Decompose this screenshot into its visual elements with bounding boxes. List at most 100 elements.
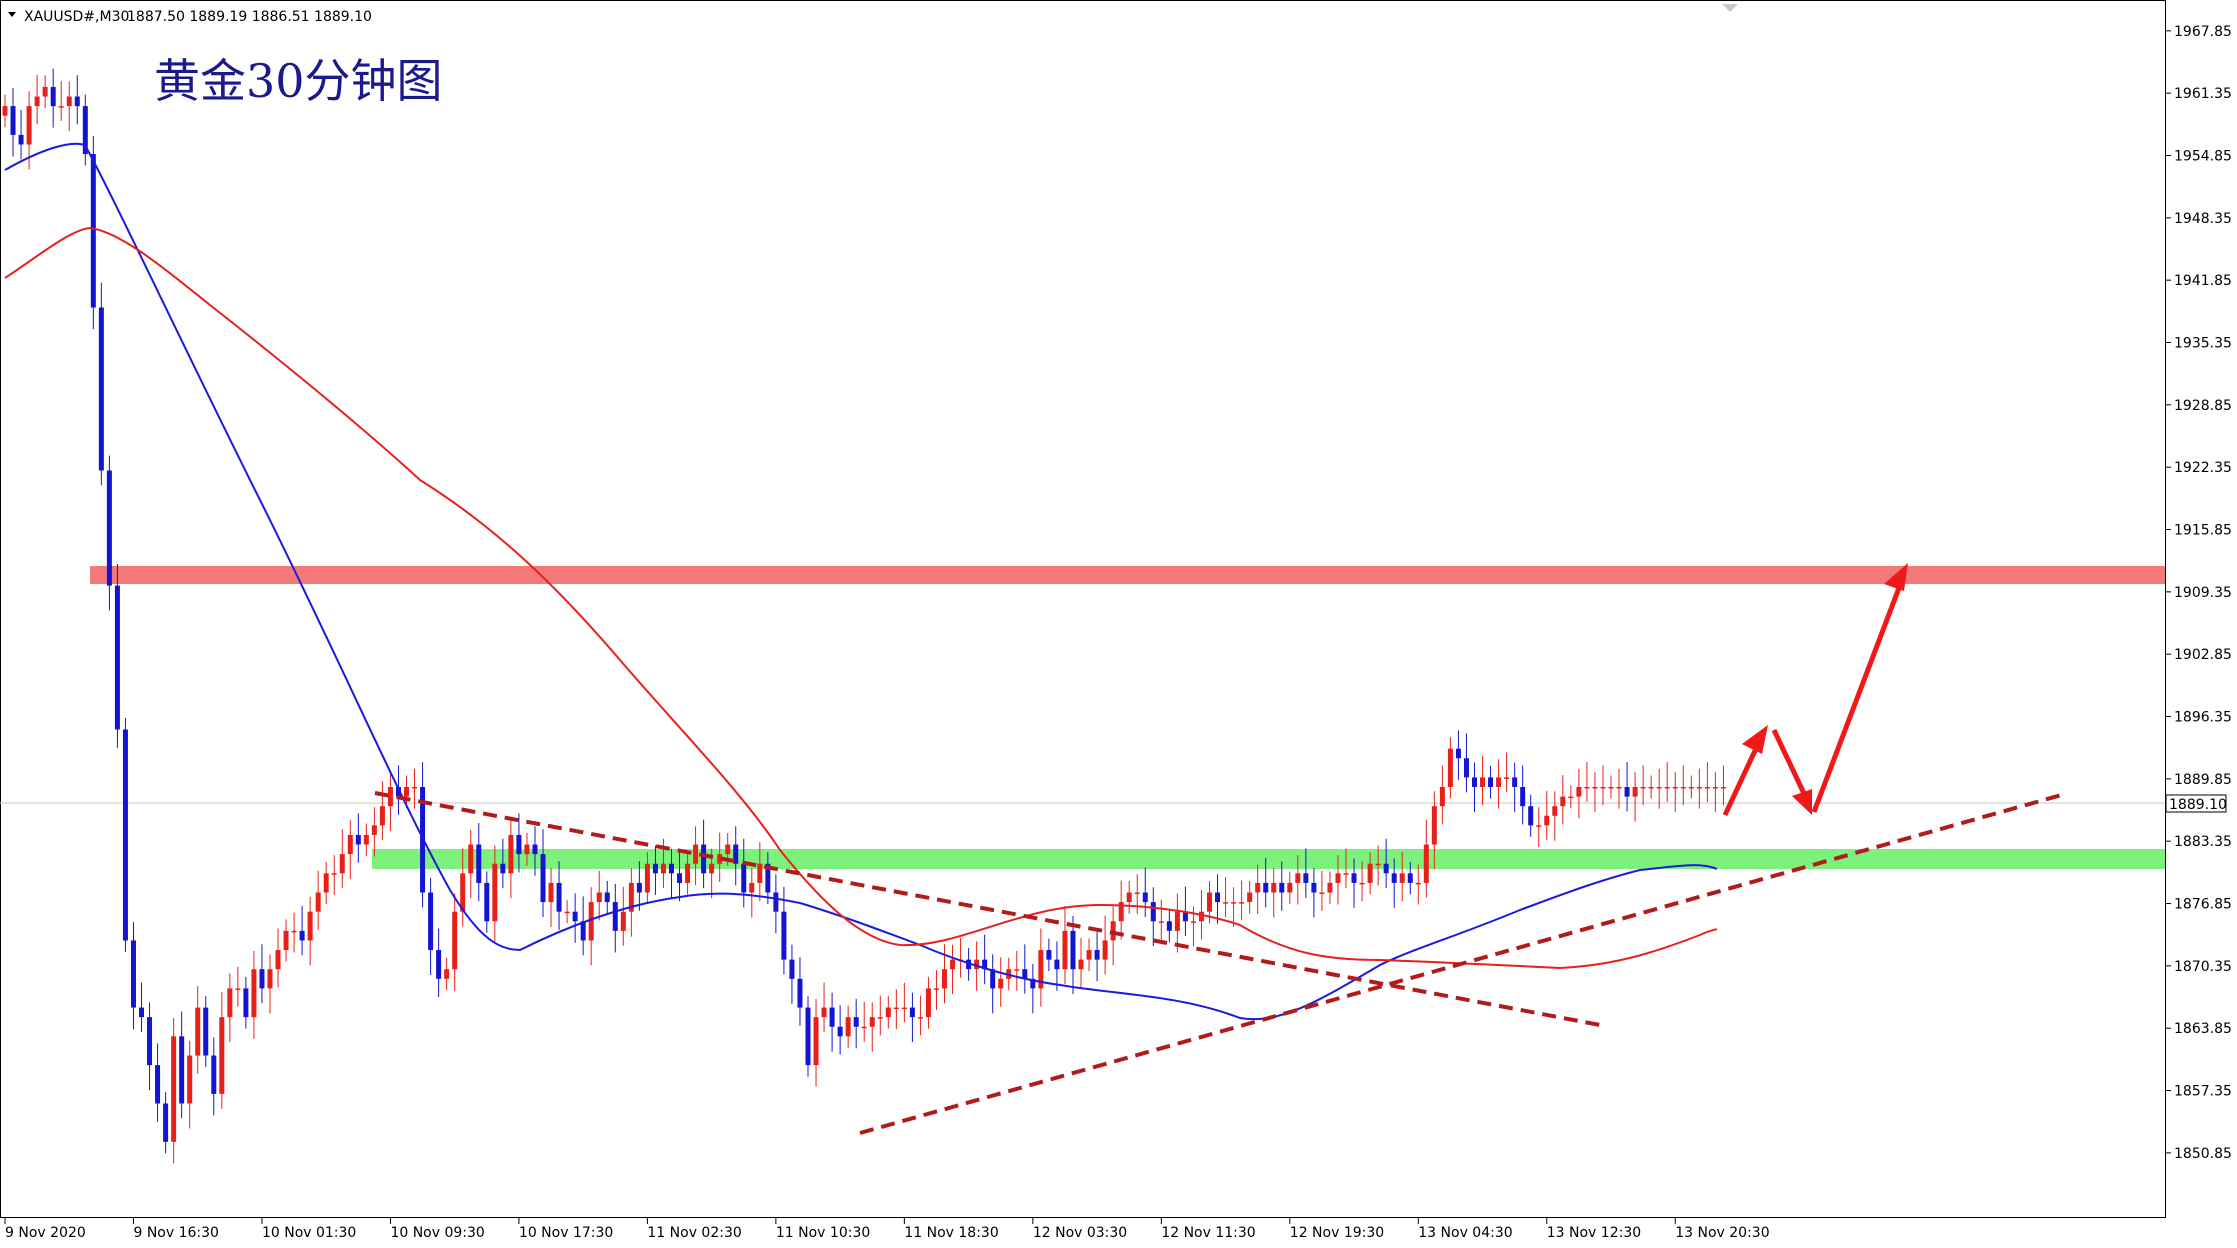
candle <box>717 832 723 882</box>
candle <box>1520 765 1526 825</box>
time-tick-label: 12 Nov 19:30 <box>1290 1225 1384 1241</box>
candle-body <box>323 873 329 893</box>
candle-body <box>733 844 739 864</box>
candle <box>1696 768 1702 809</box>
candle-body <box>291 930 297 933</box>
candle-body <box>628 882 634 912</box>
candle-body <box>1648 787 1654 789</box>
candle-body <box>524 844 530 855</box>
candle <box>347 820 353 880</box>
candle-body <box>668 863 674 874</box>
candle <box>596 870 602 921</box>
candle <box>821 982 827 1033</box>
candle-body <box>195 1007 201 1056</box>
candle <box>1704 762 1710 802</box>
candle-body <box>1343 873 1349 875</box>
candle <box>685 852 691 895</box>
candle <box>1335 855 1341 905</box>
candle-body <box>1664 787 1670 789</box>
candle-body <box>227 988 233 1018</box>
candle <box>1656 768 1662 809</box>
price-tick-label: 1909.35 <box>2174 585 2232 601</box>
chart-annotation-title: 黄金30分钟图 <box>154 54 443 108</box>
candle-body <box>693 844 699 864</box>
candle <box>1231 887 1237 928</box>
candle <box>460 848 466 927</box>
candle-body <box>757 863 763 883</box>
ohlc-values: 1887.50 1889.19 1886.51 1889.10 <box>127 9 372 25</box>
candle <box>1126 880 1132 914</box>
candle-body <box>548 882 554 903</box>
candle-body <box>1431 806 1437 845</box>
price-tick-label: 1857.35 <box>2174 1084 2232 1100</box>
candle <box>1142 867 1148 917</box>
candle <box>1600 765 1606 806</box>
candle <box>1584 762 1590 802</box>
candle-body <box>982 959 988 970</box>
candle-body <box>1271 882 1277 893</box>
candle-body <box>171 1036 177 1142</box>
candle <box>275 928 281 988</box>
candle <box>452 893 458 991</box>
candle <box>371 807 377 857</box>
candle-body <box>1447 748 1453 788</box>
candle <box>1576 768 1582 819</box>
candle <box>1712 772 1718 812</box>
candle <box>909 992 915 1043</box>
candle <box>877 995 883 1036</box>
candle-body <box>717 854 723 864</box>
candle <box>1239 880 1245 921</box>
candle <box>1471 762 1477 812</box>
candle-body <box>1512 777 1518 788</box>
candle-body <box>837 1026 843 1037</box>
candle-body <box>1608 787 1614 789</box>
candle-body <box>532 844 538 855</box>
collapse-triangle-icon[interactable] <box>8 12 16 17</box>
candle-body <box>877 1017 883 1019</box>
candle-body <box>508 834 514 874</box>
candle <box>588 887 594 966</box>
candle-body <box>387 787 393 807</box>
price-tick-label: 1967.85 <box>2174 24 2232 40</box>
candle-body <box>468 844 474 874</box>
candle <box>1287 871 1293 905</box>
candle <box>147 1002 153 1091</box>
candle-body <box>861 1026 867 1029</box>
candle-body <box>1070 930 1076 970</box>
candle-body <box>187 1055 193 1104</box>
candle <box>1480 755 1486 806</box>
candle-body <box>82 106 88 155</box>
candle <box>1118 880 1124 940</box>
candle-body <box>749 882 755 893</box>
candle <box>933 970 939 1010</box>
candle-body <box>805 1007 811 1066</box>
candle <box>1552 791 1558 841</box>
candle <box>50 68 56 128</box>
candle <box>733 826 739 886</box>
candle-body <box>572 911 578 922</box>
candlestick-series <box>2 68 1726 1164</box>
candle-body <box>974 959 980 970</box>
candle-body <box>1415 882 1421 885</box>
candle <box>259 944 265 1004</box>
candle <box>524 833 530 866</box>
candle-body <box>243 988 249 1018</box>
price-tick-label: 1915.85 <box>2174 523 2232 539</box>
candle-body <box>709 863 715 874</box>
candle-body <box>1351 873 1357 883</box>
scroll-marker-icon[interactable] <box>1722 4 1738 12</box>
candle-body <box>1287 882 1293 893</box>
candle <box>1022 944 1028 994</box>
candle-body <box>1231 902 1237 904</box>
time-tick-label: 9 Nov 16:30 <box>133 1225 218 1241</box>
candle-body <box>781 911 787 960</box>
candle <box>444 957 450 991</box>
candle-body <box>331 873 337 875</box>
arrow-up-1 <box>1722 738 1763 817</box>
candle-body <box>990 969 996 989</box>
candle-body <box>98 307 104 471</box>
candle-body <box>998 978 1004 989</box>
candle-body <box>371 825 377 835</box>
candle-body <box>652 863 658 874</box>
